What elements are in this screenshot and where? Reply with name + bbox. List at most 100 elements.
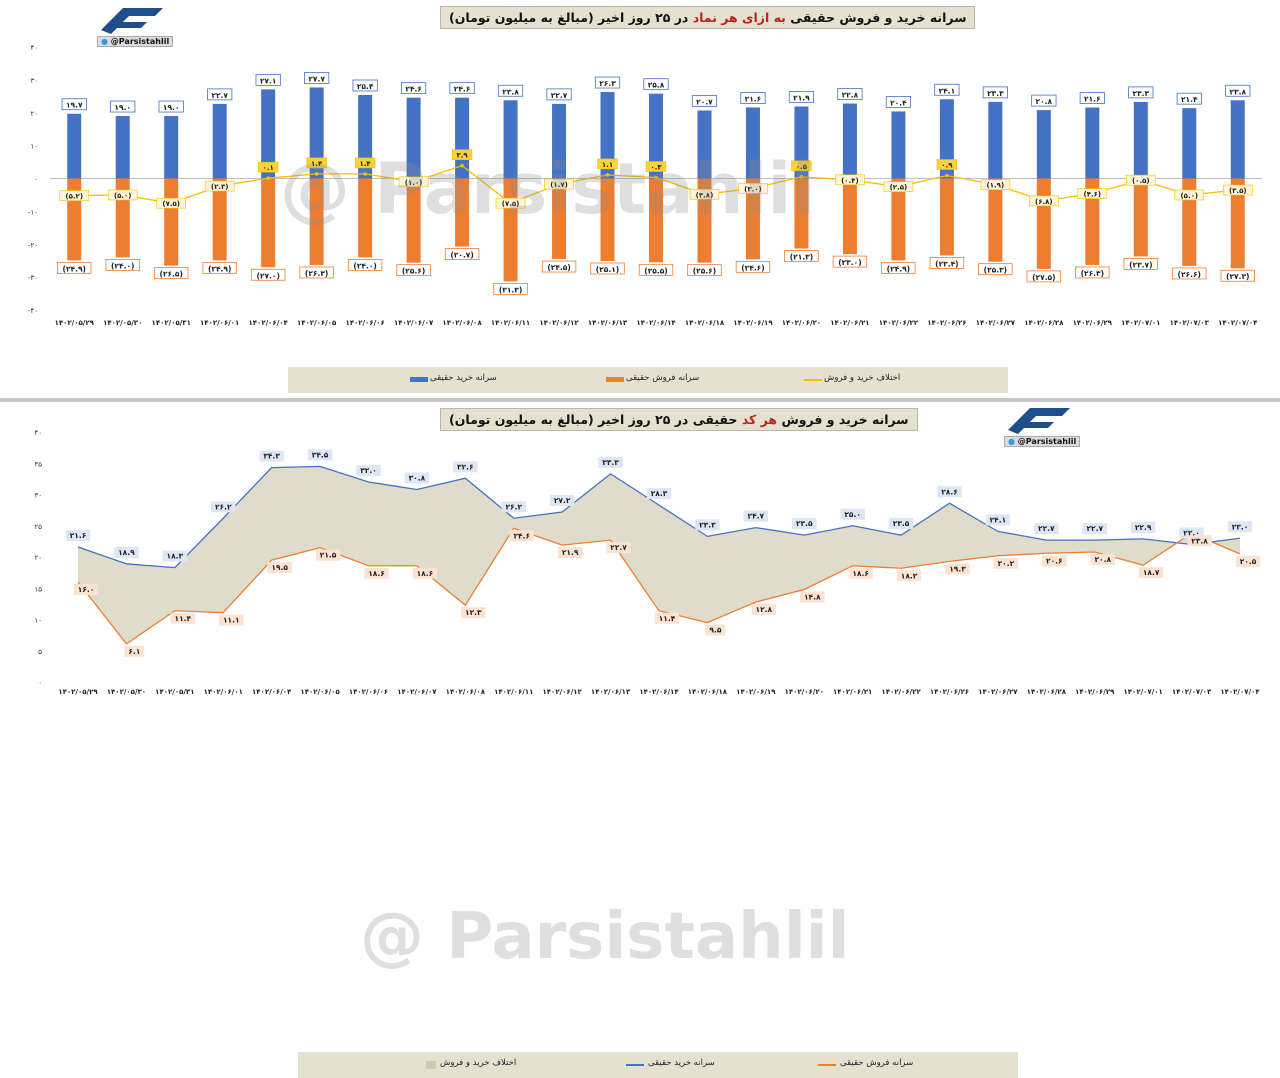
sell-data-label: ۲۴.۶ — [513, 531, 530, 540]
title-highlight: به ازای هر نماد — [692, 10, 786, 25]
buy-data-label: ۲۴.۱ — [939, 86, 956, 95]
sell-data-label-box — [1220, 269, 1255, 282]
sell-data-label: ۲۱.۹ — [562, 548, 579, 557]
buy-data-label-box — [1034, 523, 1059, 535]
sell-data-label: (۲۶.۶) — [1178, 270, 1201, 279]
sell-bar — [164, 178, 179, 266]
sell-data-label-box — [267, 562, 292, 574]
buy-data-label-box — [643, 78, 669, 91]
buy-data-label: ۱۸.۳ — [167, 552, 184, 561]
area-chart: ۴۰ ۳۵ ۳۰ ۲۵ ۲۰ ۱۵ ۱۰ ۵ ۰ ۱۴۰۲/۰۵/۲۹ ۲۱.۶ ۱۶.۰ ۱۴۰۲/۰… — [34, 429, 1260, 696]
sell-data-label-box — [493, 282, 528, 295]
buy-data-label: ۲۳.۵ — [796, 519, 813, 528]
diff-point — [799, 175, 804, 179]
legend-label-diff: اختلاف خرید و فروش — [824, 373, 901, 383]
diff-data-label: (۷.۵) — [502, 200, 520, 208]
sell-bar — [455, 178, 470, 247]
sell-data-label-box — [299, 266, 334, 279]
buy-data-label-box — [598, 456, 623, 468]
sell-data-label: ۱۹.۵ — [271, 563, 288, 572]
sell-data-label-box — [606, 542, 631, 554]
bar-chart: ۴۰ ۳۰ ۲۰ ۱۰ ۰ -۱۰ -۲۰ -۳۰ -۴۰ ۱۴۰۲/۰۵/۲۹ ۱۴۰۲/۰۵/۳… — [28, 44, 1262, 327]
diff-data-label: ۰.۹ — [941, 162, 953, 170]
buy-bar — [1133, 101, 1148, 179]
x-tick-label: ۱۴۰۲/۰۶/۱۲ — [539, 319, 579, 327]
buy-data-label-box — [304, 72, 330, 84]
buy-data-label: ۲۴.۷ — [748, 512, 765, 521]
buy-bar — [988, 101, 1003, 179]
buy-data-label-box — [837, 88, 863, 100]
sell-data-label: ۲۰.۸ — [1094, 555, 1111, 564]
buy-data-label-box — [1225, 84, 1251, 97]
sell-data-label-box — [444, 248, 480, 260]
sell-data-label-box — [784, 250, 819, 262]
chart-title: سرانه خرید و فروش حقیقی به ازای هر نماد … — [440, 6, 976, 29]
x-tick-label: ۱۴۰۲/۰۷/۰۴ — [1218, 319, 1258, 327]
buy-data-label: ۱۸.۹ — [118, 548, 135, 557]
x-tick-label: ۱۴۰۲/۰۶/۲۷ — [976, 319, 1016, 327]
x-tick-label: ۱۴۰۲/۰۵/۳۱ — [155, 688, 194, 696]
diff-data-label: (۰.۵) — [1132, 177, 1150, 185]
buy-data-label-box — [400, 82, 427, 95]
diff-data-label-box — [645, 161, 667, 172]
x-tick-label: ۱۴۰۲/۰۶/۲۲ — [879, 319, 919, 327]
diff-data-label: (۲.۵) — [890, 184, 908, 192]
buy-data-label: ۲۳.۳ — [699, 520, 716, 529]
buy-data-label-box — [259, 450, 284, 462]
diff-data-label: (۳.۰) — [744, 185, 762, 193]
buy-data-label: ۲۱.۹ — [793, 94, 810, 103]
legend-swatch-sell — [606, 377, 624, 382]
sell-data-label: (۲۱.۳) — [790, 253, 813, 262]
sell-data-label: (۲۴.۶) — [741, 263, 764, 272]
buy-data-label: ۳۳.۳ — [602, 458, 619, 467]
buy-data-label-box — [937, 486, 962, 498]
buy-bar — [67, 113, 82, 179]
diff-data-label-box — [835, 174, 865, 186]
diff-point — [314, 172, 319, 176]
buy-data-label-box — [449, 82, 475, 95]
buy-data-label-box — [1128, 86, 1154, 99]
buy-data-label-box — [695, 519, 720, 531]
sell-data-label: (۲۵.۱) — [596, 265, 619, 274]
buy-data-label: ۲۶.۲ — [215, 502, 232, 511]
title-part: سرانه خرید و فروش حقیقی — [790, 10, 967, 25]
diff-data-label-box — [883, 181, 914, 193]
buy-data-label: ۲۲.۹ — [1135, 523, 1152, 532]
buy-data-label: ۱۹.۷ — [66, 101, 83, 110]
parsistahlil-logo-icon — [1008, 408, 1070, 434]
diff-area — [78, 466, 1240, 644]
buy-data-label: ۲۳.۳ — [1133, 89, 1150, 98]
telegram-handle: ● @Parsistahlil — [97, 36, 174, 47]
sell-data-label-box — [832, 255, 868, 268]
buy-data-label-box — [549, 495, 575, 506]
sell-data-label: ۱۱.۴ — [659, 614, 676, 623]
sell-data-label-box — [929, 257, 965, 269]
sell-data-label: (۲۴.۰) — [111, 261, 134, 270]
buy-data-label-box — [404, 472, 430, 484]
sell-bar — [794, 178, 809, 249]
handle-text: @Parsistahlil — [110, 37, 170, 46]
x-tick-label: ۱۴۰۲/۰۶/۱۸ — [688, 688, 728, 696]
buy-bar — [842, 103, 857, 179]
buy-data-label-box — [162, 550, 188, 562]
sell-data-label: (۲۶.۵) — [159, 270, 182, 279]
buy-bar — [697, 110, 712, 179]
brand-logo: ● @Parsistahlil — [1004, 404, 1081, 450]
x-tick-label: ۱۴۰۲/۰۶/۲۸ — [1027, 688, 1067, 696]
x-tick-label: ۱۴۰۲/۰۵/۲۹ — [55, 319, 95, 327]
x-tick-label: ۱۴۰۲/۰۶/۱۸ — [685, 319, 725, 327]
x-tick-label: ۱۴۰۲/۰۶/۱۹ — [733, 319, 773, 327]
sell-data-label: ۲۳.۸ — [1191, 536, 1208, 545]
diff-point — [363, 172, 367, 176]
y-tick-label: -۲۰ — [28, 241, 38, 249]
x-tick-label: ۱۴۰۲/۰۶/۰۵ — [300, 688, 340, 696]
sell-data-label-box — [590, 262, 625, 275]
sell-data-label: (۲۴.۰) — [353, 261, 376, 270]
buy-bar — [891, 111, 906, 179]
sell-data-label-box — [638, 263, 674, 276]
sell-bar — [552, 178, 567, 260]
x-tick-label: ۱۴۰۲/۰۶/۰۸ — [442, 319, 482, 327]
diff-data-label-box — [204, 180, 235, 192]
sell-bar — [649, 178, 663, 263]
x-tick-label: ۱۴۰۲/۰۶/۱۳ — [591, 688, 631, 696]
